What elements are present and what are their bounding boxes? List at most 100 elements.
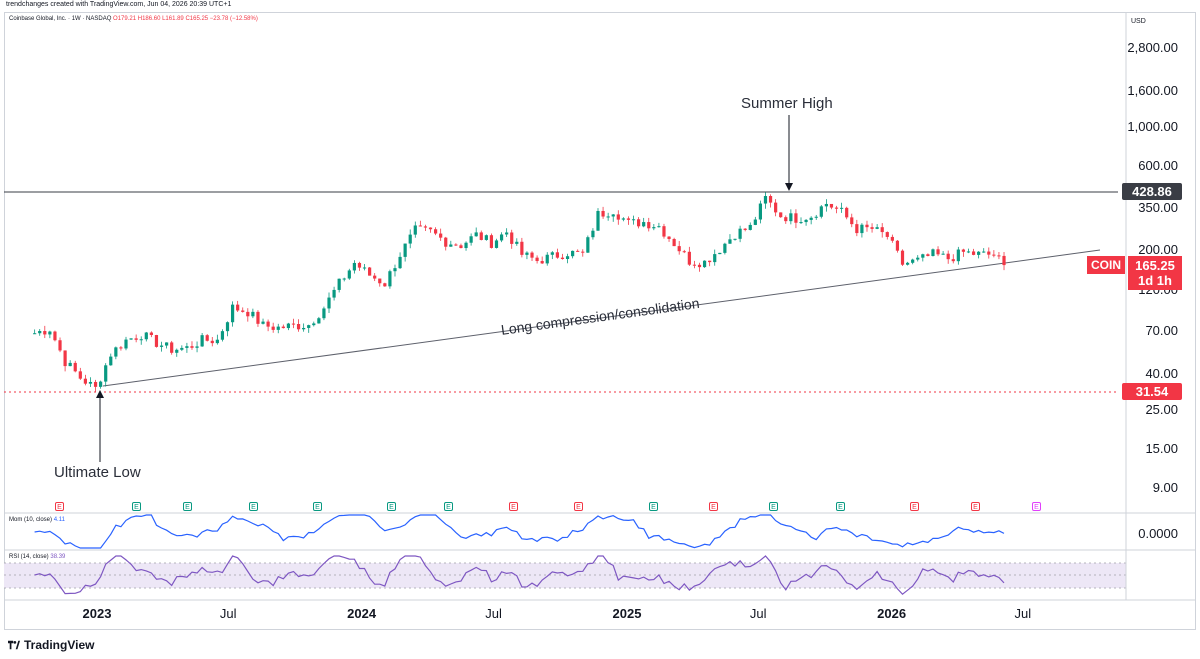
candle [525, 252, 529, 255]
compression-trendline [102, 249, 1101, 387]
mom-label: Mom (10, close) [9, 517, 53, 523]
candle [713, 254, 717, 263]
candle [256, 311, 260, 324]
price-axis-label: 15.00 [1145, 440, 1178, 456]
candle [672, 239, 676, 247]
candle [586, 237, 590, 253]
symbol-legend[interactable]: Coinbase Global, Inc. · 1W · NASDAQ O179… [9, 16, 258, 22]
candle [454, 244, 458, 246]
candle [53, 331, 57, 341]
candle [63, 350, 67, 367]
candle [768, 196, 773, 203]
candle [540, 261, 544, 264]
candle [763, 196, 768, 204]
candle [403, 243, 407, 257]
time-axis-label: 2023 [82, 606, 112, 621]
candle [494, 240, 499, 248]
candle [236, 304, 240, 311]
candle [870, 227, 874, 229]
candle [449, 244, 453, 247]
candle [215, 339, 219, 344]
price-axis-label: 40.00 [1145, 365, 1178, 381]
earnings-event-marker[interactable]: E [709, 502, 718, 511]
candle [200, 335, 204, 347]
candle [804, 219, 808, 223]
last-price: 165.25 [1135, 258, 1175, 273]
candle [129, 338, 133, 340]
candle [738, 228, 742, 239]
candle [535, 257, 539, 262]
candle [378, 278, 382, 284]
tradingview-brand[interactable]: TradingView [8, 638, 94, 652]
candle [946, 253, 950, 260]
earnings-event-marker[interactable]: E [249, 502, 258, 511]
candle [743, 228, 747, 230]
earnings-event-marker[interactable]: E [444, 502, 453, 511]
time-axis-label: Jul [1014, 606, 1032, 621]
candle [83, 378, 87, 384]
earnings-event-marker[interactable]: E [387, 502, 396, 511]
candle [642, 222, 646, 227]
low-level-tag: 31.54 [1122, 383, 1182, 400]
candle [114, 347, 118, 357]
rsi-legend[interactable]: RSI (14, close) 38.39 [9, 554, 65, 560]
candle [459, 245, 463, 249]
price-axis-label: 2,800.00 [1127, 40, 1178, 56]
chart-frame [4, 12, 1196, 630]
mom-legend[interactable]: Mom (10, close) 4.11 [9, 517, 65, 523]
candle [758, 203, 763, 220]
candle [657, 226, 661, 228]
candle [880, 227, 884, 233]
earnings-event-marker[interactable]: E [509, 502, 518, 511]
candle [180, 347, 184, 350]
candle [591, 230, 595, 238]
candle [347, 270, 351, 279]
rsi-label: RSI (14, close) [9, 554, 49, 560]
candle [88, 381, 93, 384]
candle [956, 249, 960, 262]
candle [992, 254, 996, 256]
earnings-event-marker[interactable]: E [574, 502, 583, 511]
earnings-event-marker[interactable]: E [313, 502, 322, 511]
candle [840, 207, 844, 209]
candle [73, 362, 77, 372]
candle [190, 346, 194, 348]
candle [499, 234, 504, 241]
candle [977, 251, 981, 255]
candle [621, 218, 625, 220]
candle [723, 243, 727, 253]
candle [799, 222, 803, 224]
earnings-event-marker[interactable]: E [649, 502, 658, 511]
high-level-tag: 428.86 [1122, 183, 1182, 200]
candle [58, 340, 62, 351]
candle [545, 254, 549, 264]
earnings-event-marker[interactable]: E [55, 502, 64, 511]
earnings-event-marker[interactable]: E [769, 502, 778, 511]
candle [302, 327, 306, 330]
candle [652, 227, 656, 229]
earnings-event-marker[interactable]: E [971, 502, 980, 511]
earnings-event-marker[interactable]: E [836, 502, 845, 511]
earnings-event-marker[interactable]: E [910, 502, 919, 511]
price-axis-label: 70.00 [1145, 322, 1178, 338]
candle [195, 346, 199, 348]
earnings-event-marker[interactable]: E [183, 502, 192, 511]
candle [565, 256, 570, 260]
candle [819, 206, 823, 217]
candle [555, 252, 559, 258]
candle [510, 232, 514, 244]
rsi-value: 38.39 [50, 554, 66, 560]
earnings-event-marker[interactable]: E [1032, 502, 1041, 511]
candle [895, 240, 900, 251]
candle [393, 268, 397, 272]
candle [251, 311, 255, 317]
candle [322, 308, 326, 319]
candle [357, 262, 362, 268]
candle [931, 249, 935, 257]
candle [581, 251, 585, 253]
candle [93, 381, 98, 387]
earnings-event-marker[interactable]: E [132, 502, 141, 511]
candle [571, 250, 575, 257]
candle [205, 335, 209, 341]
